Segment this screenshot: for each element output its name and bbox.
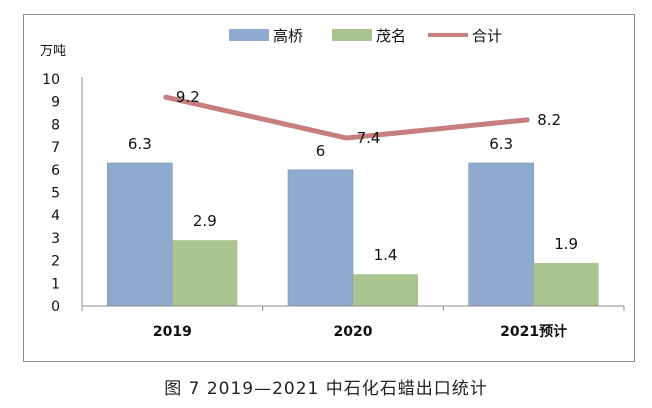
y-tick-label: 1 [51, 276, 60, 292]
figure-caption: 图 7 2019—2021 中石化石蜡出口统计 [164, 379, 488, 399]
x-axis: 2019 2020 2021预计 [81, 77, 625, 340]
data-labels: 6.3 6 6.3 2.9 1.4 1.9 9.2 7.4 8.2 [128, 88, 578, 264]
legend-swatch [229, 29, 269, 41]
bar-gaoqiao [468, 162, 534, 307]
data-label: 6.3 [489, 135, 513, 153]
data-label: 6 [316, 142, 326, 160]
y-tick-label: 0 [51, 299, 60, 315]
bar-gaoqiao [107, 162, 173, 307]
data-label: 2.9 [193, 212, 217, 230]
y-tick-label: 8 [51, 117, 60, 133]
y-tick-label: 9 [51, 95, 60, 111]
legend-label: 合计 [472, 27, 502, 45]
x-category-label: 2021预计 [500, 323, 567, 340]
data-label: 7.4 [357, 129, 381, 147]
total-line [163, 94, 530, 141]
x-category-label: 2019 [153, 324, 192, 340]
y-tick-label: 7 [51, 140, 60, 156]
total-line-path [163, 94, 530, 141]
legend: 高桥 茂名 合计 [229, 27, 502, 45]
bar-maoming [353, 274, 418, 306]
bar-maoming [533, 262, 599, 306]
x-category-label: 2020 [334, 324, 373, 340]
y-tick-label: 2 [51, 254, 60, 270]
data-label: 9.2 [176, 88, 200, 106]
legend-label: 茂名 [376, 27, 406, 45]
legend-label: 高桥 [273, 27, 303, 45]
y-axis-unit: 万吨 [40, 44, 66, 59]
y-axis-ticks: 0 1 2 3 4 5 6 7 8 9 10 [42, 72, 60, 315]
legend-swatch [332, 29, 372, 41]
y-tick-label: 5 [51, 186, 60, 202]
data-label: 1.4 [374, 246, 398, 264]
y-tick-label: 4 [51, 208, 60, 224]
bar-maoming [172, 240, 238, 306]
bar-gaoqiao [287, 169, 354, 307]
data-label: 6.3 [128, 135, 152, 153]
bars [107, 162, 599, 307]
chart-frame: 高桥 茂名 合计 万吨 0 1 2 3 4 5 6 7 8 9 10 6.3 6 6.3 2.9 1.4 1.9 9… [23, 14, 635, 362]
y-tick-label: 10 [42, 72, 60, 88]
y-tick-label: 3 [51, 231, 60, 247]
y-tick-label: 6 [51, 163, 60, 179]
bar-line-chart: 高桥 茂名 合计 万吨 0 1 2 3 4 5 6 7 8 9 10 6.3 6 6.3 2.9 1.4 1.9 9… [40, 27, 625, 340]
data-label: 8.2 [537, 111, 561, 129]
data-label: 1.9 [554, 235, 578, 253]
